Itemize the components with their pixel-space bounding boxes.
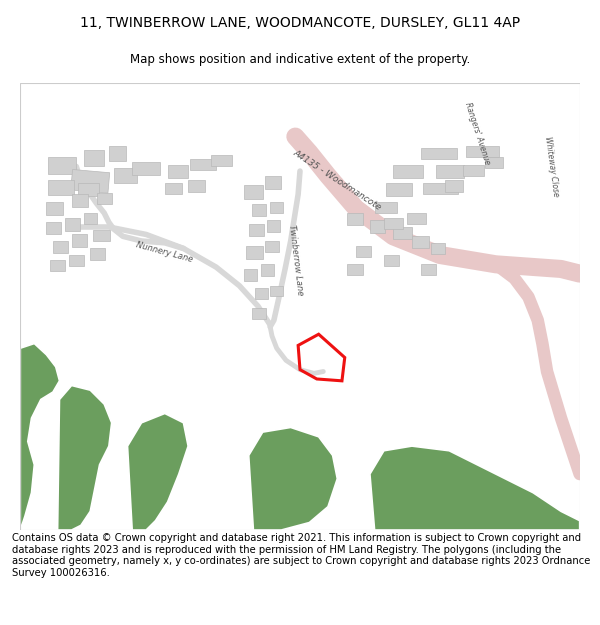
Polygon shape — [265, 241, 280, 252]
Polygon shape — [48, 157, 76, 174]
Polygon shape — [270, 286, 283, 296]
Polygon shape — [384, 217, 403, 229]
Polygon shape — [113, 168, 137, 183]
Polygon shape — [65, 217, 80, 231]
Polygon shape — [393, 227, 412, 239]
Polygon shape — [71, 234, 86, 247]
Polygon shape — [53, 241, 68, 253]
Text: Nunnery Lane: Nunnery Lane — [136, 240, 194, 264]
Polygon shape — [421, 264, 436, 276]
Polygon shape — [421, 148, 457, 159]
Polygon shape — [436, 164, 464, 177]
Polygon shape — [84, 149, 104, 166]
Polygon shape — [407, 213, 426, 224]
Polygon shape — [167, 164, 188, 177]
Polygon shape — [90, 249, 105, 259]
Polygon shape — [423, 183, 458, 194]
Polygon shape — [485, 157, 503, 168]
Polygon shape — [50, 259, 65, 271]
Polygon shape — [246, 246, 263, 259]
Polygon shape — [78, 183, 98, 196]
Text: Rangers' Avenue: Rangers' Avenue — [463, 101, 491, 166]
Polygon shape — [370, 221, 385, 232]
Polygon shape — [347, 213, 364, 225]
Polygon shape — [251, 204, 266, 216]
Polygon shape — [244, 269, 257, 281]
Text: Whiteway Close: Whiteway Close — [543, 136, 560, 197]
Polygon shape — [128, 414, 188, 530]
Polygon shape — [20, 344, 59, 530]
Polygon shape — [463, 164, 484, 176]
Polygon shape — [188, 181, 205, 192]
Polygon shape — [84, 213, 97, 224]
Polygon shape — [431, 243, 445, 254]
Text: 11, TWINBERROW LANE, WOODMANCOTE, DURSLEY, GL11 4AP: 11, TWINBERROW LANE, WOODMANCOTE, DURSLE… — [80, 16, 520, 30]
Polygon shape — [109, 146, 125, 161]
Polygon shape — [251, 308, 266, 319]
Polygon shape — [466, 146, 499, 157]
Polygon shape — [71, 194, 88, 208]
Text: A4135 - Woodmancote: A4135 - Woodmancote — [292, 149, 383, 213]
Polygon shape — [249, 428, 337, 530]
Polygon shape — [412, 236, 428, 248]
Polygon shape — [386, 183, 412, 196]
Polygon shape — [268, 221, 280, 232]
Polygon shape — [255, 288, 268, 299]
Polygon shape — [265, 176, 281, 189]
Polygon shape — [58, 386, 112, 530]
Polygon shape — [46, 222, 61, 234]
Text: Contains OS data © Crown copyright and database right 2021. This information is : Contains OS data © Crown copyright and d… — [12, 533, 590, 578]
Polygon shape — [249, 224, 263, 236]
Polygon shape — [261, 264, 274, 276]
Polygon shape — [165, 183, 182, 194]
Polygon shape — [69, 255, 84, 266]
Polygon shape — [46, 202, 63, 215]
Polygon shape — [347, 264, 364, 276]
Polygon shape — [356, 246, 371, 257]
Polygon shape — [93, 230, 110, 241]
Polygon shape — [370, 446, 580, 530]
Text: Twinberrow Lane: Twinberrow Lane — [287, 224, 304, 296]
Polygon shape — [71, 169, 110, 193]
Polygon shape — [211, 155, 232, 166]
Polygon shape — [270, 202, 283, 213]
Polygon shape — [132, 162, 160, 175]
Polygon shape — [445, 181, 463, 192]
Polygon shape — [384, 255, 399, 266]
Polygon shape — [244, 185, 263, 199]
Polygon shape — [374, 202, 397, 213]
Polygon shape — [190, 159, 216, 170]
Text: Map shows position and indicative extent of the property.: Map shows position and indicative extent… — [130, 53, 470, 66]
Polygon shape — [48, 181, 74, 195]
Polygon shape — [393, 164, 423, 177]
Polygon shape — [97, 192, 112, 204]
